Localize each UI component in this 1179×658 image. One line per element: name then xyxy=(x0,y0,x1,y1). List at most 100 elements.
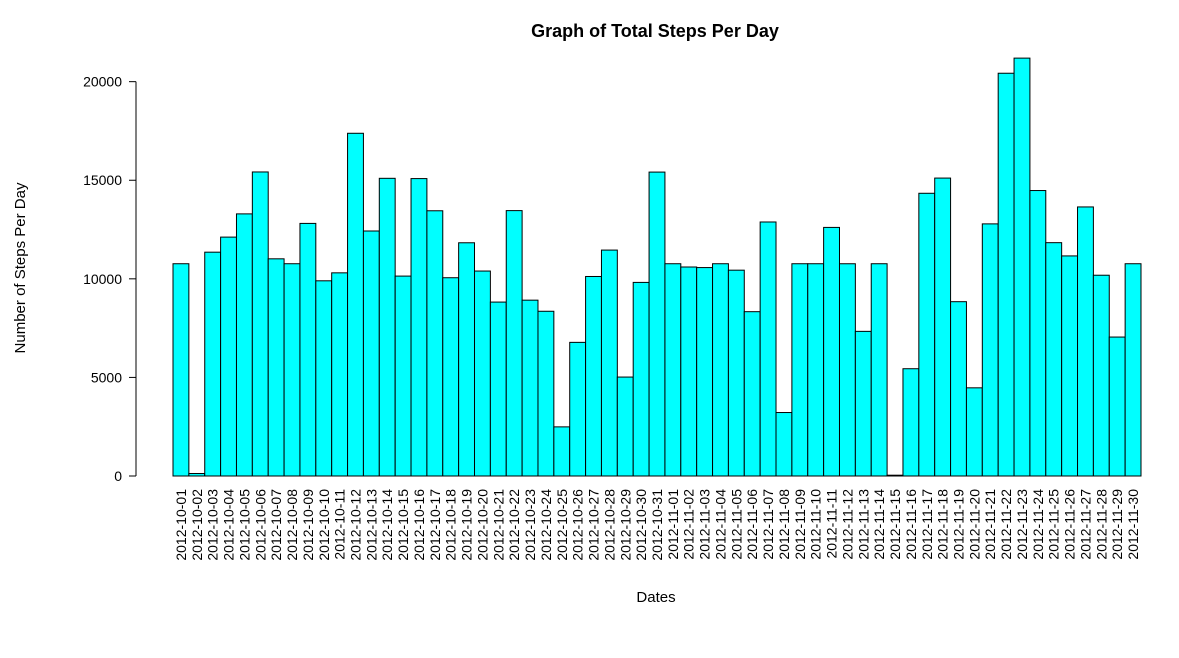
x-tick-label: 2012-10-19 xyxy=(459,489,475,561)
x-tick-label: 2012-11-19 xyxy=(951,489,967,560)
x-tick-label: 2012-10-01 xyxy=(173,489,189,561)
x-tick-label: 2012-11-01 xyxy=(665,489,681,560)
x-tick-label: 2012-11-13 xyxy=(855,489,871,560)
bar xyxy=(854,330,872,477)
y-axis-label: Number of Steps Per Day xyxy=(12,182,29,353)
y-tick-label: 20000 xyxy=(83,74,122,90)
x-tick-label: 2012-11-07 xyxy=(760,489,776,560)
x-tick-label: 2012-10-02 xyxy=(189,489,205,561)
bar xyxy=(458,242,476,477)
x-tick-label: 2012-11-14 xyxy=(871,489,887,560)
x-tick-label: 2012-11-23 xyxy=(1014,489,1030,560)
bar xyxy=(585,275,602,477)
bar xyxy=(267,258,285,477)
x-tick-label: 2012-10-04 xyxy=(221,489,237,561)
bar xyxy=(1092,274,1110,477)
x-tick-label: 2012-11-05 xyxy=(728,489,744,560)
x-tick-label: 2012-10-07 xyxy=(268,489,284,561)
bar xyxy=(505,210,523,477)
x-tick-label: 2012-10-31 xyxy=(649,489,665,561)
x-tick-label: 2012-11-28 xyxy=(1093,489,1109,560)
x-tick-label: 2012-11-04 xyxy=(712,489,728,560)
x-tick-label: 2012-11-22 xyxy=(998,489,1014,560)
bar xyxy=(362,230,380,477)
x-tick-label: 2012-11-29 xyxy=(1109,489,1125,560)
x-tick-label: 2012-11-17 xyxy=(919,489,935,560)
bar xyxy=(1077,206,1094,477)
x-tick-label: 2012-10-10 xyxy=(316,489,332,561)
bar xyxy=(315,280,333,477)
bar xyxy=(775,412,793,477)
bar xyxy=(1108,336,1126,477)
x-tick-label: 2012-11-12 xyxy=(839,489,855,560)
bar xyxy=(1013,57,1031,477)
y-tick-label: 10000 xyxy=(83,271,122,287)
bar xyxy=(235,213,253,477)
x-tick-label: 2012-11-18 xyxy=(935,489,951,560)
bar xyxy=(283,263,301,477)
x-tick-label: 2012-10-12 xyxy=(347,489,363,561)
bar xyxy=(1045,242,1063,477)
x-tick-label: 2012-10-18 xyxy=(443,489,459,561)
x-tick-label: 2012-11-27 xyxy=(1077,489,1093,560)
bar xyxy=(537,310,555,477)
bar xyxy=(220,236,237,477)
bar xyxy=(331,272,349,477)
bar xyxy=(759,221,777,477)
bar xyxy=(616,376,634,477)
x-tick-label: 2012-10-27 xyxy=(586,489,602,561)
bar xyxy=(632,281,650,477)
bar xyxy=(188,473,206,477)
x-tick-label: 2012-11-15 xyxy=(887,489,903,560)
bar xyxy=(347,132,364,477)
x-tick-label: 2012-11-11 xyxy=(824,489,840,559)
bar xyxy=(997,72,1015,477)
x-tick-label: 2012-10-20 xyxy=(474,489,490,561)
bar xyxy=(251,171,269,477)
x-tick-label: 2012-11-20 xyxy=(966,489,982,560)
bar xyxy=(950,301,967,477)
y-tick-label: 0 xyxy=(114,468,122,484)
x-tick-label: 2012-11-30 xyxy=(1125,489,1141,560)
bar xyxy=(727,269,745,477)
x-tick-label: 2012-10-29 xyxy=(617,489,633,561)
bar xyxy=(410,178,428,477)
bar xyxy=(489,301,507,477)
x-tick-label: 2012-11-06 xyxy=(744,489,760,560)
x-tick-label: 2012-11-09 xyxy=(792,489,808,560)
x-tick-label: 2012-10-23 xyxy=(522,489,538,561)
bar xyxy=(902,368,920,477)
x-tick-label: 2012-10-26 xyxy=(570,489,586,561)
x-tick-label: 2012-11-10 xyxy=(808,489,824,560)
bar xyxy=(743,311,761,477)
x-tick-label: 2012-11-25 xyxy=(1046,489,1062,560)
bar xyxy=(521,299,539,477)
bar xyxy=(807,263,825,477)
x-tick-label: 2012-10-09 xyxy=(300,489,316,561)
bar xyxy=(886,474,904,477)
bar xyxy=(981,223,999,477)
bar xyxy=(696,267,714,477)
bar xyxy=(1124,263,1142,477)
chart-title: Graph of Total Steps Per Day xyxy=(531,21,779,41)
x-tick-label: 2012-11-08 xyxy=(776,489,792,560)
bar xyxy=(299,222,317,477)
bar xyxy=(378,177,396,477)
bar xyxy=(394,275,412,477)
bar xyxy=(204,251,222,477)
bar xyxy=(712,263,729,477)
bar xyxy=(648,171,666,477)
x-tick-label: 2012-10-21 xyxy=(490,489,506,561)
x-tick-label: 2012-10-05 xyxy=(236,489,252,561)
bar xyxy=(934,177,952,477)
x-tick-label: 2012-10-24 xyxy=(538,489,554,561)
bar xyxy=(442,277,460,477)
bar xyxy=(1061,255,1079,477)
bar xyxy=(870,263,888,477)
bar xyxy=(1029,190,1047,477)
x-tick-label: 2012-10-13 xyxy=(363,489,379,561)
x-tick-label: 2012-10-22 xyxy=(506,489,522,561)
x-tick-label: 2012-10-03 xyxy=(205,489,221,561)
